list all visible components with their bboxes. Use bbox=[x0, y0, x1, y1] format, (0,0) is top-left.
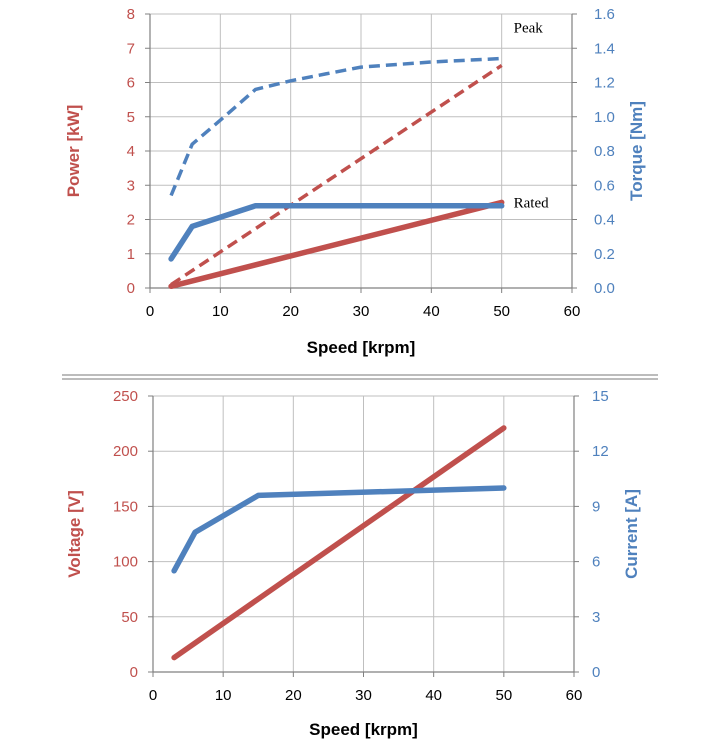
y-left-tick-label: 250 bbox=[113, 388, 138, 405]
voltage-current-chart: 0 10 20 30 40 50 60 0 50 100 150 200 250 0 3 6 9 12 15 Spee… bbox=[65, 388, 641, 739]
y-left-tick-label: 2 bbox=[127, 212, 135, 229]
x-tick-label: 10 bbox=[212, 303, 229, 320]
power-torque-chart: 0 10 20 30 40 50 60 0 1 2 3 4 5 6 7 8 0.0 0.2 0.4 0.6 0.8 1.0… bbox=[64, 6, 646, 357]
x-axis-title: Speed [krpm] bbox=[307, 338, 416, 357]
x-tick-label: 20 bbox=[285, 687, 302, 704]
x-tick-label: 40 bbox=[425, 687, 442, 704]
chart-separator bbox=[62, 374, 658, 380]
y-left-tick-label: 8 bbox=[127, 6, 135, 23]
y-left-tick-label: 7 bbox=[127, 40, 135, 57]
series-red-solid-line bbox=[171, 425, 507, 661]
y-right-tick-label: 0.4 bbox=[594, 212, 615, 229]
x-tick-label: 10 bbox=[215, 687, 232, 704]
x-tick-label: 0 bbox=[149, 687, 157, 704]
y-right-tick-label: 3 bbox=[592, 609, 600, 626]
y-right-tick-label: 0.2 bbox=[594, 246, 615, 263]
x-tick-label: 50 bbox=[493, 303, 510, 320]
series-blue-solid-line bbox=[168, 203, 505, 262]
y-right-tick-label: 6 bbox=[592, 554, 600, 571]
y-right-tick-label: 1.4 bbox=[594, 40, 615, 57]
y-right-tick-label: 1.6 bbox=[594, 6, 615, 23]
y-right-axis-title: Current [A] bbox=[622, 489, 641, 579]
y-right-tick-label: 0 bbox=[592, 664, 600, 681]
x-axis-title: Speed [krpm] bbox=[309, 720, 418, 739]
x-tick-label: 40 bbox=[423, 303, 440, 320]
y-left-tick-label: 0 bbox=[127, 280, 135, 297]
y-left-tick-label: 3 bbox=[127, 177, 135, 194]
y-left-tick-label: 5 bbox=[127, 109, 135, 126]
y-right-tick-label: 0.8 bbox=[594, 143, 615, 160]
y-left-tick-label: 100 bbox=[113, 554, 138, 571]
y-right-tick-label: 15 bbox=[592, 388, 609, 405]
series-red-dashed-line bbox=[170, 63, 503, 287]
y-left-tick-label: 1 bbox=[127, 246, 135, 263]
x-tick-label: 50 bbox=[495, 687, 512, 704]
annotation-peak: Peak bbox=[514, 21, 544, 37]
series-red-solid-line bbox=[168, 199, 505, 290]
y-left-tick-label: 4 bbox=[127, 143, 135, 160]
x-tick-label: 30 bbox=[355, 687, 372, 704]
y-left-tick-label: 6 bbox=[127, 75, 135, 92]
y-right-axis-title: Torque [Nm] bbox=[627, 101, 646, 201]
x-tick-label: 0 bbox=[146, 303, 154, 320]
x-tick-label: 20 bbox=[282, 303, 299, 320]
y-left-axis-title: Power [kW] bbox=[64, 105, 83, 198]
series-blue-dashed-line bbox=[169, 56, 502, 197]
series-blue-solid-line bbox=[171, 485, 507, 574]
y-right-tick-label: 12 bbox=[592, 443, 609, 460]
y-right-tick-label: 1.0 bbox=[594, 109, 615, 126]
x-tick-label: 60 bbox=[564, 303, 581, 320]
y-left-tick-label: 0 bbox=[130, 664, 138, 681]
y-left-axis-title: Voltage [V] bbox=[65, 490, 84, 578]
y-right-tick-label: 9 bbox=[592, 498, 600, 515]
y-right-tick-label: 0.0 bbox=[594, 280, 615, 297]
x-tick-label: 60 bbox=[566, 687, 583, 704]
y-left-tick-label: 50 bbox=[121, 609, 138, 626]
y-right-tick-label: 0.6 bbox=[594, 177, 615, 194]
x-tick-label: 30 bbox=[353, 303, 370, 320]
annotation-rated: Rated bbox=[514, 195, 549, 211]
y-left-tick-label: 150 bbox=[113, 498, 138, 515]
y-left-tick-label: 200 bbox=[113, 443, 138, 460]
y-right-tick-label: 1.2 bbox=[594, 75, 615, 92]
